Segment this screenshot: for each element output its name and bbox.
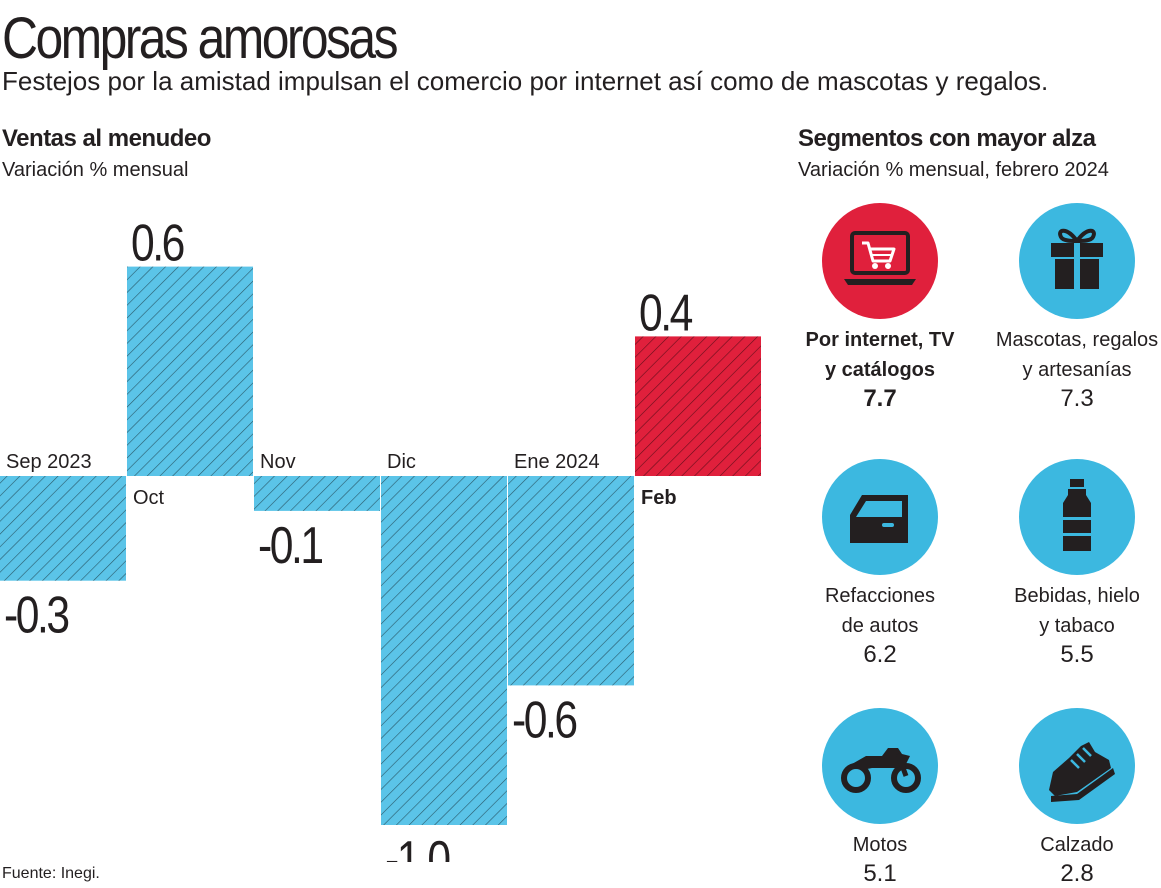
segment-label: Refacciones de autos (824, 585, 936, 637)
segment-label: Motos (852, 834, 908, 856)
segment-value: 5.5 (1060, 641, 1094, 668)
bottle-icon (1019, 459, 1135, 575)
value-label: -0.6 (512, 691, 577, 749)
value-label: 0.4 (639, 284, 693, 342)
page-title: Compras amorosas (2, 6, 399, 71)
page-subtitle: Festejos por la amistad impulsan el come… (2, 66, 1049, 96)
sneaker-icon (1019, 708, 1135, 824)
bar-hatch (254, 476, 380, 511)
value-label: -0.3 (4, 587, 69, 645)
segment-value: 6.2 (863, 641, 897, 668)
bar-hatch (635, 336, 761, 476)
segment-value: 7.7 (863, 385, 897, 412)
segment-calzado: Calzado 2.8 (987, 708, 1161, 888)
value-label: -1.0 (385, 831, 450, 862)
category-label: Dic (387, 451, 416, 473)
segments-title: Segmentos con mayor alza (798, 125, 1096, 152)
source-note: Fuente: Inegi. (2, 865, 100, 882)
laptop-cart-icon (822, 203, 938, 319)
value-label: 0.6 (131, 215, 184, 273)
segment-refacciones: Refacciones de autos 6.2 (790, 459, 970, 669)
category-label: Feb (641, 487, 677, 509)
segment-value: 7.3 (1060, 385, 1094, 412)
value-label: -0.1 (258, 517, 323, 575)
segment-value: 5.1 (863, 860, 897, 887)
bar-hatch (127, 266, 253, 476)
segment-internet: Por internet, TV y catálogos 7.7 (790, 203, 970, 413)
bar-hatch (381, 476, 507, 825)
bar-hatch (0, 476, 126, 581)
segment-motos: Motos 5.1 (790, 708, 970, 888)
segments-subtitle: Variación % mensual, febrero 2024 (798, 159, 1109, 181)
chart-subtitle: Variación % mensual (2, 159, 189, 181)
segment-value: 2.8 (1060, 860, 1094, 887)
segment-bebidas: Bebidas, hielo y tabaco 5.5 (987, 459, 1161, 669)
category-label: Sep 2023 (6, 451, 92, 473)
bar-hatch (508, 476, 634, 686)
category-label: Nov (260, 451, 296, 473)
car-door-icon (822, 459, 938, 575)
motorcycle-icon (822, 708, 938, 824)
bar-chart: Sep 2023 -0.3 Oct 0.6 Nov -0.1 Dic -1.0 Ene 2024… (0, 215, 761, 862)
gift-icon (1019, 203, 1135, 319)
segment-label: Bebidas, hielo y tabaco (1014, 585, 1140, 637)
segment-label: Por internet, TV y catálogos (805, 329, 955, 381)
segment-label: Mascotas, regalos y artesanías (995, 329, 1159, 381)
category-label: Ene 2024 (514, 451, 600, 473)
chart-title: Ventas al menudeo (2, 125, 211, 152)
segment-mascotas: Mascotas, regalos y artesanías 7.3 (987, 203, 1161, 413)
category-label: Oct (133, 487, 165, 509)
segment-label: Calzado (1040, 834, 1114, 856)
